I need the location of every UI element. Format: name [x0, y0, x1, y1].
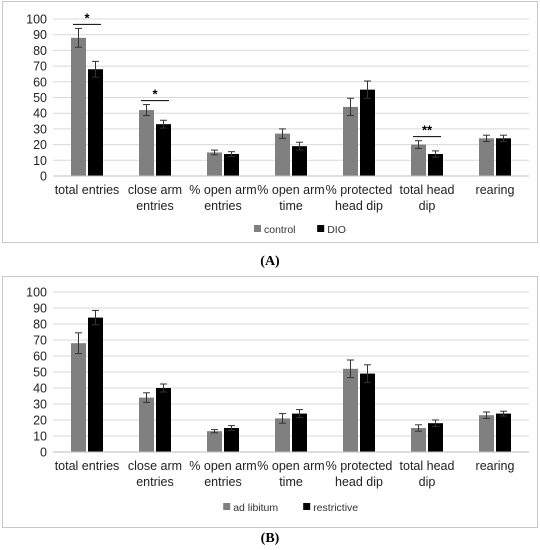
chart-a-x-tick-label: time: [279, 199, 303, 213]
chart-b-y-tick-label: 70: [33, 334, 47, 348]
chart-a-y-tick-label: 10: [33, 154, 47, 168]
chart-a-legend-swatch: [254, 225, 261, 232]
chart-b-bar-restrictive: [360, 373, 375, 452]
chart-a-bar-DIO: [292, 146, 307, 176]
chart-a-x-tick-label: % open arm: [189, 183, 256, 197]
chart-a-bar-control: [71, 37, 86, 177]
chart-b-x-tick-label: head dip: [335, 475, 383, 489]
chart-b-legend-label: ad libitum: [233, 502, 278, 514]
chart-a-bar-control: [411, 144, 426, 176]
chart-b-x-tick-label: dip: [419, 475, 436, 489]
chart-b-x-tick-label: total entries: [55, 459, 120, 473]
chart-b-x-tick-label: entries: [204, 475, 242, 489]
chart-b-bar-restrictive: [292, 413, 307, 452]
chart-b-x-tick-label: time: [279, 475, 303, 489]
chart-panel-a: 0 10 20 30 40 50 60 70 80 90 100 total entries close…: [2, 1, 538, 243]
chart-b-y-tick-label: 40: [33, 382, 47, 396]
chart-a-x-tick-label: rearing: [476, 183, 515, 197]
chart-a-x-tick-label: % open arm: [257, 183, 324, 197]
panel-label-a: (A): [260, 254, 280, 269]
chart-a-bar-control: [207, 152, 222, 176]
chart-a-x-tick-label: total entries: [55, 183, 120, 197]
chart-a-bar-control: [139, 110, 154, 176]
chart-b-x-tick-label: % protected: [326, 459, 393, 473]
chart-a-significance-marker: *: [84, 10, 90, 25]
chart-a-bar-control: [275, 133, 290, 176]
chart-a-y-tick-label: 50: [33, 91, 47, 105]
chart-a-y-tick-label: 60: [33, 75, 47, 89]
chart-a-bar-DIO: [156, 124, 171, 176]
chart-b-bar-ad-libitum: [479, 415, 494, 452]
chart-a-bar-DIO: [360, 89, 375, 176]
chart-b-legend-swatch: [223, 503, 231, 510]
chart-b-bar-ad-libitum: [343, 368, 358, 452]
panel-label-b: (B): [260, 531, 280, 546]
chart-a-legend-label: control: [264, 224, 296, 236]
chart-b-x-tick-label: rearing: [476, 459, 515, 473]
chart-b-x-tick-label: close arm: [128, 459, 182, 473]
chart-b-y-tick-label: 0: [40, 446, 47, 460]
chart-b-bar-ad-libitum: [275, 418, 290, 452]
chart-b-bar-ad-libitum: [411, 428, 426, 452]
chart-b-x-tick-label: % open arm: [257, 459, 324, 473]
chart-b-bar-restrictive: [88, 317, 103, 452]
chart-b-bar-restrictive: [156, 388, 171, 452]
chart-b-bar-restrictive: [428, 423, 443, 452]
chart-panel-b: 0 10 20 30 40 50 60 70 80 90 100 total entries close…: [2, 276, 538, 528]
chart-a-y-tick-label: 90: [33, 28, 47, 42]
chart-a-legend-label: DIO: [327, 224, 346, 236]
chart-b-x-tick-label: % open arm: [189, 459, 256, 473]
chart-a-bar-DIO: [496, 138, 511, 176]
chart-a-significance-marker: **: [422, 123, 433, 138]
chart-b-legend-label: restrictive: [313, 502, 358, 514]
chart-a-significance-marker: *: [152, 87, 158, 102]
chart-a-x-tick-label: total head: [400, 183, 455, 197]
chart-a-legend-swatch: [317, 225, 325, 232]
chart-a-y-tick-label: 0: [40, 170, 47, 184]
chart-a-y-tick-label: 80: [33, 44, 47, 58]
chart-b-bar-restrictive: [224, 428, 239, 452]
chart-b-bar-ad-libitum: [71, 343, 86, 452]
chart-b-y-tick-label: 20: [33, 414, 47, 428]
chart-a-bar-DIO: [428, 154, 443, 176]
chart-a-bar-DIO: [224, 154, 239, 176]
chart-a-y-tick-label: 20: [33, 138, 47, 152]
chart-a-x-tick-label: % protected: [326, 183, 393, 197]
chart-a-x-tick-label: entries: [204, 199, 242, 213]
chart-b-bar-ad-libitum: [139, 397, 154, 452]
chart-b-bar-ad-libitum: [207, 431, 222, 452]
chart-a-y-tick-label: 70: [33, 60, 47, 74]
chart-b-y-tick-label: 30: [33, 398, 47, 412]
chart-a-bar-control: [479, 138, 494, 176]
chart-b-bar-restrictive: [496, 413, 511, 452]
chart-b-x-tick-label: entries: [136, 475, 174, 489]
chart-b-y-tick-label: 100: [26, 286, 47, 300]
chart-b-x-tick-label: total head: [400, 459, 455, 473]
chart-a-x-tick-label: entries: [136, 199, 174, 213]
chart-a-x-tick-label: dip: [419, 199, 436, 213]
chart-a-x-tick-label: close arm: [128, 183, 182, 197]
chart-b-y-tick-label: 50: [33, 366, 47, 380]
chart-b-svg: 0 10 20 30 40 50 60 70 80 90 100 total entries close…: [26, 286, 529, 514]
chart-b-legend-swatch: [303, 503, 311, 510]
chart-a-y-tick-label: 100: [26, 13, 47, 27]
chart-a-bar-DIO: [88, 69, 103, 176]
chart-b-y-tick-label: 10: [33, 430, 47, 444]
chart-a-bar-control: [343, 106, 358, 176]
chart-b-y-tick-label: 80: [33, 318, 47, 332]
chart-a-y-tick-label: 40: [33, 107, 47, 121]
chart-b-y-tick-label: 60: [33, 350, 47, 364]
chart-a-x-tick-label: head dip: [335, 199, 383, 213]
chart-b-y-tick-label: 90: [33, 302, 47, 316]
chart-a-y-tick-label: 30: [33, 122, 47, 136]
